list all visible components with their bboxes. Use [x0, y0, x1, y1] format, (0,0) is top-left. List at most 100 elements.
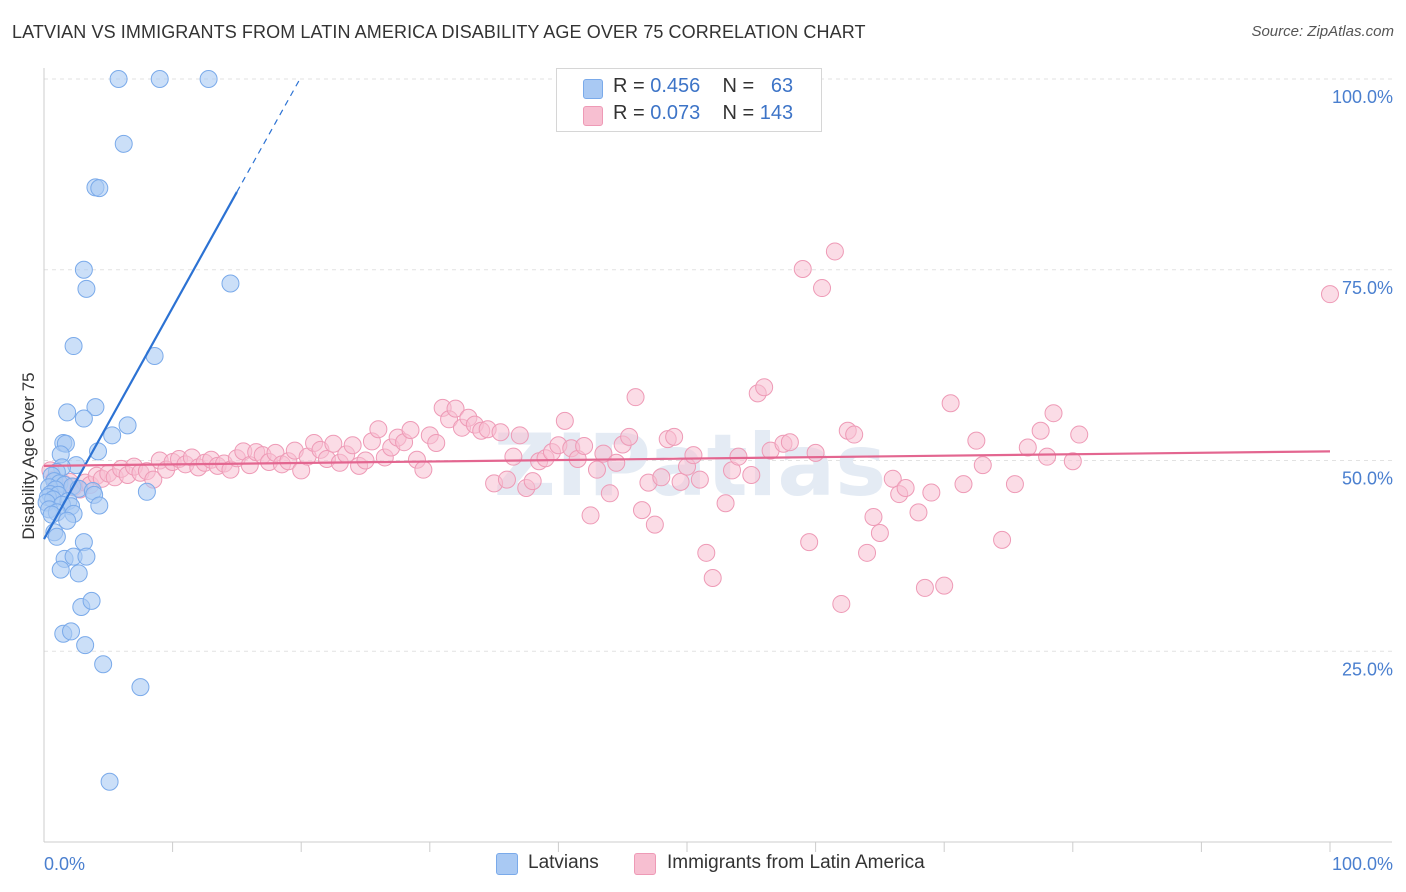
- immigrants-point: [620, 427, 639, 446]
- immigrants-point: [523, 472, 542, 491]
- latvians-point: [82, 591, 101, 610]
- immigrants-point: [1044, 404, 1063, 423]
- latvians-point: [77, 547, 96, 566]
- latvians-point: [51, 560, 70, 579]
- latvians-legend-label: Latvians: [528, 852, 599, 873]
- y-tick-label: 25.0%: [1342, 659, 1393, 679]
- immigrants-point: [497, 470, 516, 489]
- latvians-point: [109, 70, 128, 88]
- immigrants-point: [729, 447, 748, 466]
- latvians-point: [47, 527, 66, 546]
- immigrants-point: [684, 446, 703, 465]
- latvians-point: [69, 564, 88, 583]
- immigrants-point: [356, 451, 375, 470]
- immigrants-point: [780, 433, 799, 452]
- immigrants-point: [632, 501, 651, 520]
- immigrants-point: [858, 543, 877, 562]
- gridlines: [44, 78, 1392, 652]
- latvians-legend-swatch: [496, 853, 518, 875]
- immigrants-point: [755, 378, 774, 397]
- n-label: N =: [722, 102, 755, 124]
- latvians-point: [100, 772, 119, 791]
- immigrants-point: [690, 470, 709, 489]
- trend-lines: [43, 76, 1331, 540]
- immigrants-point: [716, 494, 735, 513]
- immigrants-legend-swatch: [634, 853, 656, 875]
- immigrants-point: [555, 411, 574, 430]
- immigrants-point: [446, 399, 465, 418]
- latvians-point: [150, 70, 169, 88]
- latvians-point: [62, 622, 81, 641]
- immigrants-point: [870, 523, 889, 542]
- immigrants-point: [832, 594, 851, 613]
- latvians-trend-extension: [236, 76, 302, 193]
- tick-labels: 25.0% 50.0% 75.0% 100.0% 0.0% 100.0%: [44, 87, 1393, 874]
- n-label: N =: [722, 75, 755, 97]
- immigrants-point: [896, 478, 915, 497]
- immigrants-point: [742, 465, 761, 484]
- latvians-swatch: [583, 79, 603, 99]
- r-label: R =: [613, 75, 645, 97]
- immigrants-point: [1038, 447, 1057, 466]
- immigrants-point: [665, 427, 684, 446]
- latvians-point: [90, 496, 109, 515]
- latvians-point: [114, 134, 133, 153]
- immigrants-point: [954, 475, 973, 494]
- immigrants-point: [427, 433, 446, 452]
- immigrants-point: [510, 426, 529, 445]
- immigrants-point: [1031, 421, 1050, 440]
- latvians-point: [74, 260, 93, 279]
- immigrants-point: [973, 456, 992, 475]
- y-tick-label: 100.0%: [1332, 87, 1393, 107]
- immigrants-point: [1018, 438, 1037, 457]
- x-tick-label-min: 0.0%: [44, 854, 85, 874]
- immigrants-point: [993, 530, 1012, 549]
- immigrants-point: [935, 576, 954, 595]
- immigrants-point: [1063, 452, 1082, 471]
- immigrants-point: [864, 507, 883, 526]
- latvians-point: [94, 655, 113, 674]
- y-axis-title: Disability Age Over 75: [19, 372, 38, 539]
- latvians-point: [199, 70, 218, 88]
- immigrants-point: [343, 436, 362, 455]
- immigrants-point: [671, 472, 690, 491]
- immigrants-point: [941, 394, 960, 413]
- latvians-point: [74, 409, 93, 428]
- latvians-trend-line: [43, 191, 238, 540]
- immigrants-point: [626, 388, 645, 407]
- immigrants-point: [645, 515, 664, 534]
- y-tick-label: 75.0%: [1342, 278, 1393, 298]
- latvians-point: [76, 636, 95, 655]
- latvians-point: [58, 403, 77, 422]
- chart-title: LATVIAN VS IMMIGRANTS FROM LATIN AMERICA…: [12, 22, 866, 42]
- latvians-point: [221, 274, 240, 293]
- y-tick-label: 50.0%: [1342, 469, 1393, 489]
- latvians-point: [86, 398, 105, 417]
- n-value: 143: [759, 102, 794, 124]
- n-value: 63: [770, 75, 794, 97]
- immigrants-point: [1005, 475, 1024, 494]
- immigrants-point: [575, 437, 594, 456]
- x-tick-label-max: 100.0%: [1332, 854, 1393, 874]
- immigrants-legend-label: Immigrants from Latin America: [667, 852, 925, 873]
- axes: [43, 68, 1392, 852]
- immigrants-point: [369, 420, 388, 439]
- immigrants-point: [504, 447, 523, 466]
- immigrants-point: [967, 431, 986, 450]
- immigrants-point: [922, 483, 941, 502]
- immigrants-point: [793, 259, 812, 278]
- immigrants-point: [883, 469, 902, 488]
- immigrants-point: [909, 503, 928, 522]
- immigrants-point: [594, 444, 613, 463]
- immigrants-point: [652, 468, 671, 487]
- immigrants-point: [845, 425, 864, 444]
- immigrants-point: [800, 533, 819, 552]
- immigrants-point: [401, 420, 420, 439]
- series-immigrants-latin-america: [41, 242, 1339, 613]
- correlation-legend: R = 0.456 N = 63 R = 0.073 N = 143: [556, 68, 822, 132]
- latvians-point: [64, 337, 83, 356]
- immigrants-point: [414, 460, 433, 479]
- immigrants-point: [1070, 425, 1089, 444]
- latvians-point: [103, 426, 122, 445]
